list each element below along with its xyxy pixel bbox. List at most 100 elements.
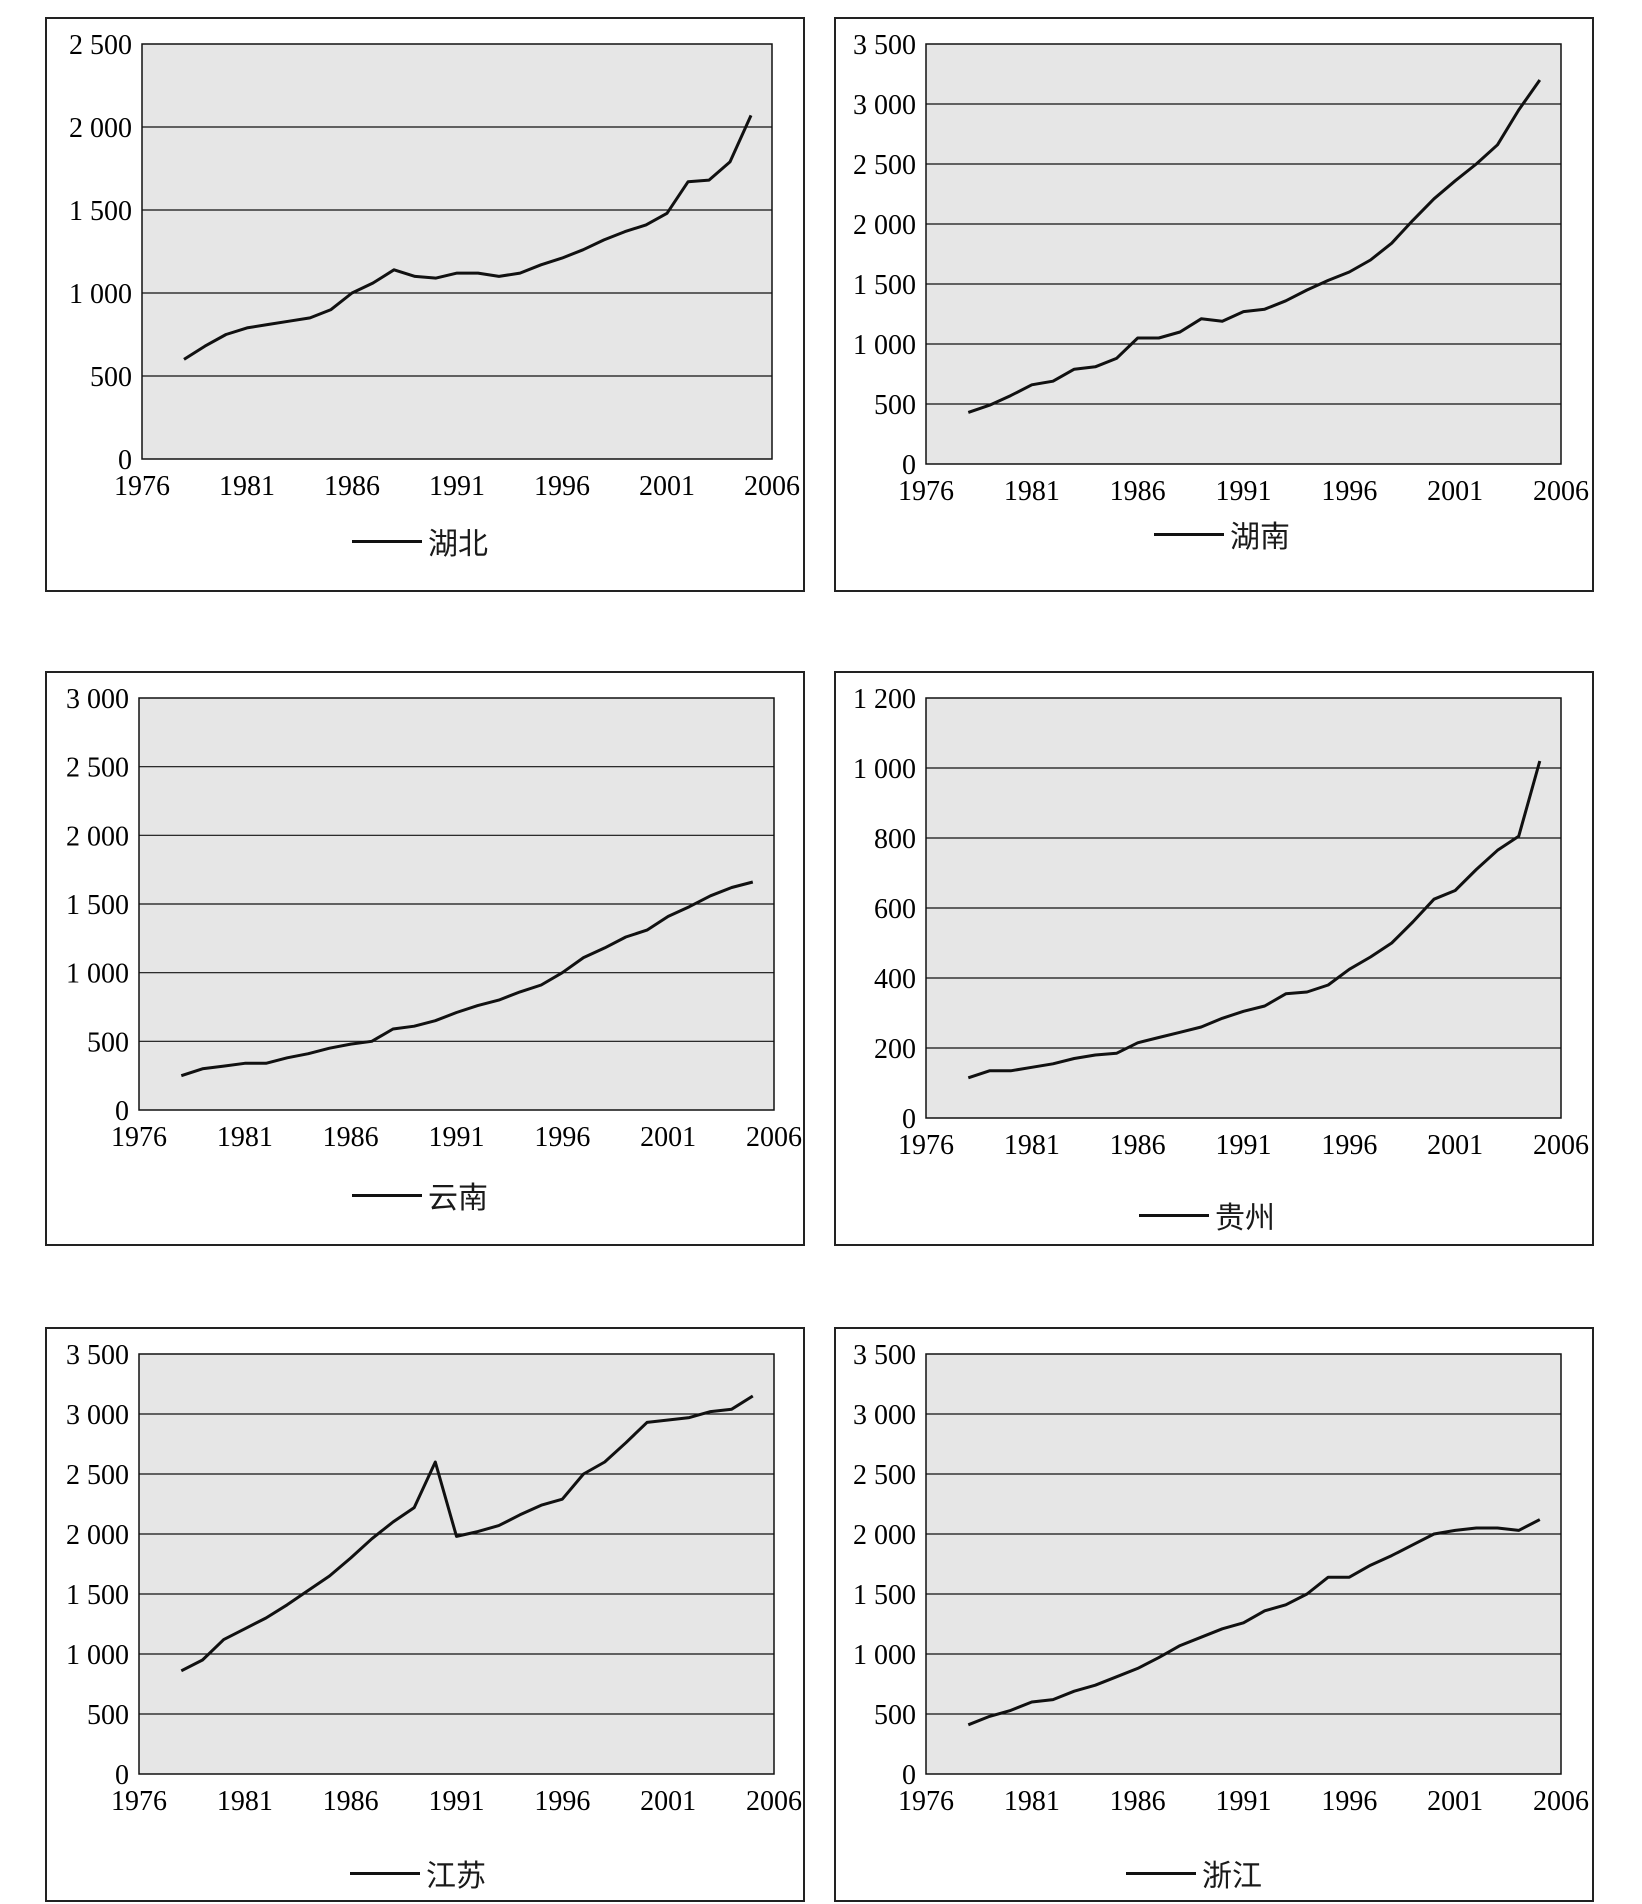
legend-swatch: [1126, 1871, 1196, 1875]
y-tick-label: 500: [874, 1700, 916, 1731]
x-tick-label: 1981: [219, 471, 275, 502]
line-chart: 0 500 1 000 1 500 2 000 2 500 3 000 1976 1981 198…: [66, 684, 802, 1153]
y-tick-label: 1 500: [66, 890, 129, 921]
x-tick-label: 1976: [898, 476, 954, 507]
chart-panel: 0 500 1 000 1 500 2 000 2 500 3 000 3 500 1976 19…: [45, 1327, 805, 1902]
y-tick-label: 3 500: [853, 1340, 916, 1371]
x-tick-label: 1986: [1110, 1786, 1166, 1817]
y-tick-label: 2 500: [66, 1460, 129, 1491]
y-tick-label: 1 500: [853, 1580, 916, 1611]
x-tick-label: 1981: [217, 1786, 273, 1817]
x-tick-label: 2001: [1427, 1786, 1483, 1817]
series-line: [183, 114, 753, 361]
plot-area: [925, 1353, 1562, 1775]
line-chart: 0 500 1 000 1 500 2 000 2 500 3 000 3 500 1976 19…: [66, 1340, 802, 1817]
x-tick-label: 1976: [898, 1130, 954, 1161]
x-tick-label: 2006: [1533, 1130, 1589, 1161]
y-tick-label: 0: [115, 1760, 129, 1791]
series-line: [967, 79, 1542, 414]
x-tick-label: 1986: [323, 1122, 379, 1153]
y-tick-label: 3 000: [853, 1400, 916, 1431]
y-tick-label: 2 500: [853, 1460, 916, 1491]
y-tick-label: 500: [874, 390, 916, 421]
legend-swatch: [352, 539, 422, 543]
x-tick-label: 1981: [1004, 476, 1060, 507]
y-tick-label: 2 500: [66, 753, 129, 784]
x-tick-label: 2001: [1427, 476, 1483, 507]
legend: 湖北: [352, 519, 488, 563]
legend: 江苏: [350, 1851, 486, 1895]
y-tick-label: 3 000: [66, 1400, 129, 1431]
x-tick-label: 2006: [1533, 1786, 1589, 1817]
y-tick-label: 600: [874, 894, 916, 925]
chart-panel: 0 500 1 000 1 500 2 000 2 500 3 000 1976 1981 198…: [45, 671, 805, 1246]
x-tick-label: 1996: [534, 1786, 590, 1817]
x-tick-label: 2001: [640, 1122, 696, 1153]
x-tick-label: 2001: [640, 1786, 696, 1817]
series-line: [967, 1518, 1541, 1727]
chart-panel: 0 500 1 000 1 500 2 000 2 500 3 000 3 500 1976 19…: [834, 17, 1594, 592]
legend-label: 云南: [428, 1181, 488, 1216]
x-tick-label: 1986: [323, 1786, 379, 1817]
x-tick-label: 1981: [1004, 1786, 1060, 1817]
x-tick-label: 1996: [534, 1122, 590, 1153]
x-tick-label: 1996: [1321, 1130, 1377, 1161]
x-tick-label: 2006: [1533, 476, 1589, 507]
y-tick-label: 2 500: [853, 150, 916, 181]
x-tick-label: 1991: [429, 1786, 485, 1817]
plot-area: [925, 43, 1562, 465]
y-tick-label: 2 500: [69, 30, 132, 61]
legend-label: 浙江: [1202, 1859, 1262, 1894]
y-tick-label: 0: [902, 1104, 916, 1135]
x-tick-label: 1991: [1216, 476, 1272, 507]
y-tick-label: 1 000: [853, 1640, 916, 1671]
line-chart: 0 500 1 000 1 500 2 000 2 500 3 000 3 500 1976 19…: [853, 1340, 1589, 1817]
x-tick-label: 1976: [111, 1122, 167, 1153]
x-tick-label: 2006: [746, 1786, 802, 1817]
x-tick-label: 1976: [111, 1786, 167, 1817]
legend-swatch: [1139, 1213, 1209, 1217]
legend-label: 贵州: [1215, 1201, 1275, 1236]
series-line: [180, 1394, 754, 1673]
y-tick-label: 800: [874, 824, 916, 855]
x-tick-label: 1986: [324, 471, 380, 502]
y-tick-label: 3 000: [66, 684, 129, 715]
x-tick-label: 1996: [1321, 476, 1377, 507]
series-line: [180, 880, 754, 1078]
y-tick-label: 0: [902, 1760, 916, 1791]
x-tick-label: 1981: [1004, 1130, 1060, 1161]
plot-area: [141, 43, 773, 460]
x-tick-label: 1986: [1110, 476, 1166, 507]
legend: 浙江: [1126, 1851, 1262, 1895]
legend-swatch: [352, 1193, 422, 1197]
y-tick-label: 1 000: [66, 1640, 129, 1671]
y-tick-label: 3 500: [66, 1340, 129, 1371]
y-tick-label: 0: [118, 445, 132, 476]
series-line: [967, 760, 1542, 1080]
x-tick-label: 1996: [534, 471, 590, 502]
legend: 贵州: [1139, 1193, 1275, 1237]
y-tick-label: 200: [874, 1034, 916, 1065]
x-tick-label: 1991: [1216, 1786, 1272, 1817]
x-tick-label: 1976: [114, 471, 170, 502]
y-tick-label: 1 000: [853, 330, 916, 361]
y-tick-label: 2 000: [69, 113, 132, 144]
y-tick-label: 2 000: [853, 210, 916, 241]
y-tick-label: 1 000: [66, 959, 129, 990]
x-tick-label: 1976: [898, 1786, 954, 1817]
line-chart: 0 200 400 600 800 1 000 1 200 1976 1981 1986 1991 1…: [853, 684, 1589, 1161]
y-tick-label: 1 500: [69, 196, 132, 227]
y-tick-label: 400: [874, 964, 916, 995]
line-chart: 0 500 1 000 1 500 2 000 2 500 3 000 3 500 1976 19…: [853, 30, 1589, 507]
y-tick-label: 500: [87, 1700, 129, 1731]
legend-label: 江苏: [426, 1859, 486, 1894]
legend: 湖南: [1154, 512, 1290, 556]
plot-area: [138, 1353, 775, 1775]
legend-swatch: [1154, 532, 1224, 536]
chart-panel: 0 500 1 000 1 500 2 000 2 500 1976 1981 1986 1991…: [45, 17, 805, 592]
legend-label: 湖南: [1230, 520, 1290, 555]
x-tick-label: 1981: [217, 1122, 273, 1153]
x-tick-label: 1991: [429, 471, 485, 502]
y-tick-label: 3 000: [853, 90, 916, 121]
x-tick-label: 1996: [1321, 1786, 1377, 1817]
